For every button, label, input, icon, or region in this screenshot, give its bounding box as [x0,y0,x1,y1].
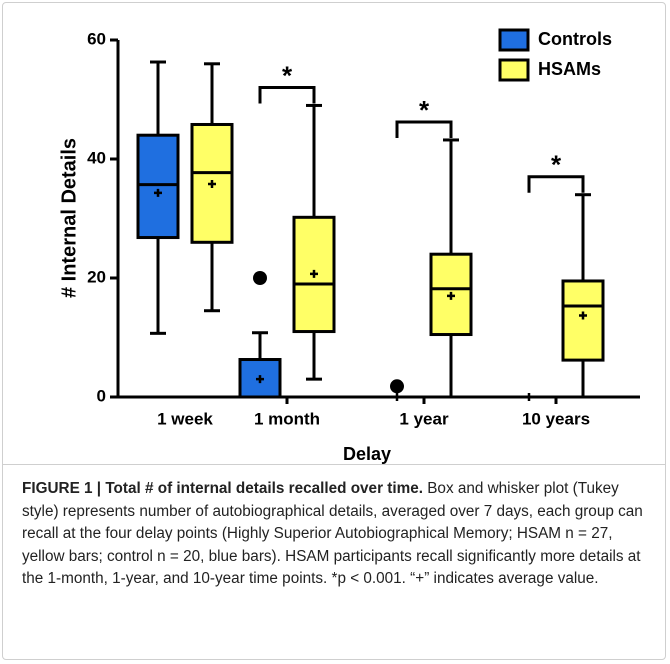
separator [2,464,666,465]
x-tick-label: 1 year [399,409,449,428]
mean-marker [154,188,162,197]
significance-star: * [282,60,293,90]
mean-marker [310,269,318,278]
y-tick-label: 60 [87,29,106,48]
mean-marker [393,393,401,401]
caption-title: FIGURE 1 | Total # of internal details r… [22,480,423,497]
chart: # Internal Details Delay 0 20 40 60 1 week 1 … [58,28,640,464]
y-axis-label: # Internal Details [58,138,80,298]
x-axis-label: Delay [343,444,391,464]
outlier [253,271,267,285]
outlier [390,379,404,394]
x-tick-label: 1 month [254,409,320,428]
box [136,133,180,240]
mean-marker [256,375,264,384]
y-tick-label: 40 [87,148,106,167]
significance-bracket [527,175,585,193]
legend-swatch [498,28,530,52]
mean-marker [208,179,216,188]
caption-body: Box and whisker plot (Tukey style) repre… [22,480,643,587]
legend-swatch [498,58,530,82]
significance-star: * [551,150,562,180]
significance-star: * [419,95,430,125]
box [561,279,605,362]
caption: FIGURE 1 | Total # of internal details r… [22,478,648,591]
legend-label: Controls [538,29,612,49]
mean-marker [525,393,533,401]
x-tick-label: 1 week [157,409,213,428]
y-tick-label: 0 [97,386,106,405]
significance-bracket [258,85,316,104]
significance-bracket [395,120,453,138]
legend-label: HSAMs [538,59,601,79]
mean-marker [579,311,587,320]
mean-marker [447,291,455,300]
y-tick-label: 20 [87,267,106,286]
x-tick-label: 10 years [522,409,590,428]
